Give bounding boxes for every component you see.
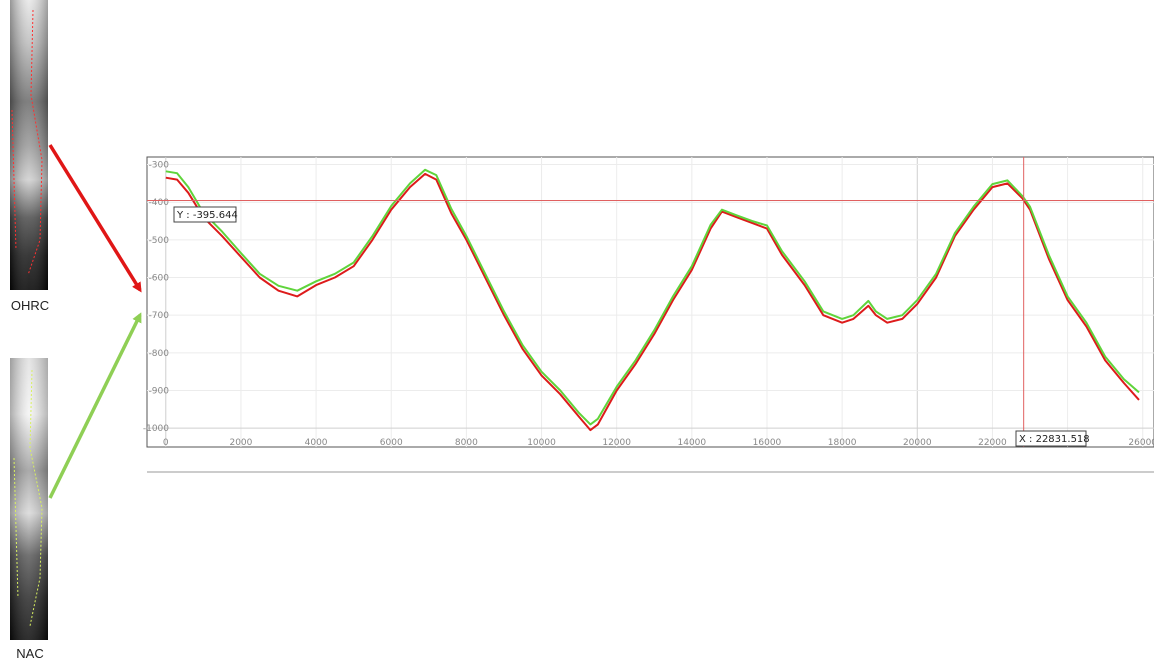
nac-profile-line [165, 168, 1140, 426]
y-tick-label: -400 [149, 198, 170, 208]
y-tick-label: -800 [149, 349, 170, 359]
x-readout: X : 22831.518 [1015, 430, 1090, 447]
y-tick-label: -300 [149, 161, 170, 171]
series-layer [165, 168, 1140, 432]
y-readout-text: Y : -395.644 [176, 210, 238, 221]
x-tick-label: 0 [163, 438, 169, 448]
nac-image [10, 358, 48, 640]
x-tick-label: 14000 [678, 438, 707, 448]
y-tick-label: -500 [149, 236, 170, 246]
nac-label: NAC [16, 646, 44, 661]
x-tick-label: 18000 [828, 438, 857, 448]
x-tick-label: 12000 [602, 438, 631, 448]
x-tick-label: 10000 [527, 438, 556, 448]
x-tick-label: 6000 [380, 438, 403, 448]
x-tick-label: 22000 [978, 438, 1007, 448]
x-tick-label: 2000 [229, 438, 252, 448]
y-readout: Y : -395.644 [173, 206, 238, 223]
axis-layer: 0 2000 4000 6000 8000 10000 12000 14000 16000 180… [143, 161, 1154, 448]
ohrc-arrow [48, 144, 142, 293]
ohrc-image [10, 0, 48, 290]
x-tick-label: 26000 [1128, 438, 1154, 448]
x-tick-label: 4000 [305, 438, 328, 448]
ohrc-profile-line [165, 172, 1140, 432]
plot-area [146, 156, 1154, 448]
x-tick-label: 20000 [903, 438, 932, 448]
ohrc-label: OHRC [10, 298, 50, 313]
crosshair [147, 157, 1154, 447]
nac-arrow [48, 312, 142, 499]
grid [147, 157, 1154, 447]
y-tick-label: -600 [149, 274, 170, 284]
x-tick-label: 16000 [753, 438, 782, 448]
x-readout-text: X : 22831.518 [1019, 434, 1090, 445]
y-tick-label: -700 [149, 311, 170, 321]
y-tick-label: -1000 [143, 424, 169, 434]
x-tick-label: 8000 [455, 438, 478, 448]
y-tick-label: -900 [149, 387, 170, 397]
